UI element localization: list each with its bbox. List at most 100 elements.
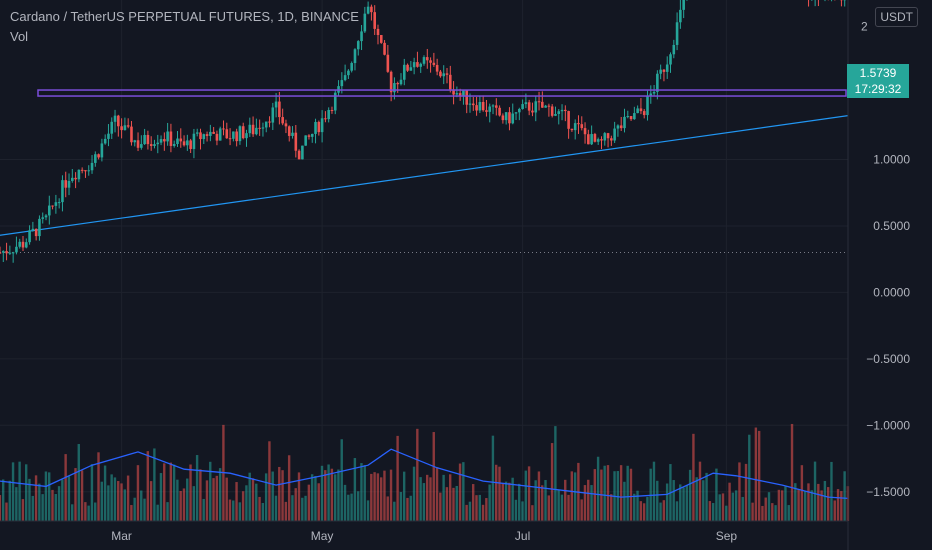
volume-bar bbox=[126, 475, 130, 521]
candle-body bbox=[557, 111, 561, 115]
candle-body bbox=[636, 108, 639, 114]
volume-bar bbox=[383, 470, 386, 521]
volume-bar bbox=[238, 502, 242, 521]
candle-body bbox=[360, 31, 363, 42]
candle-body bbox=[537, 101, 541, 103]
price-tick-label: 1.0000 bbox=[873, 152, 910, 166]
symbol-title[interactable]: Cardano / TetherUS PERPETUAL FUTURES, 1D… bbox=[10, 9, 359, 24]
volume-bar bbox=[715, 468, 718, 521]
candle-body bbox=[176, 138, 179, 144]
candle-body bbox=[531, 110, 534, 113]
candle-body bbox=[48, 205, 51, 216]
candle-body bbox=[481, 101, 485, 111]
candle-body bbox=[97, 154, 100, 158]
volume-bar bbox=[807, 483, 810, 521]
volume-bar bbox=[711, 503, 715, 521]
volume-bar bbox=[524, 470, 527, 521]
volume-bar bbox=[790, 423, 794, 521]
candle-body bbox=[314, 121, 317, 134]
volume-bar bbox=[320, 465, 324, 521]
candle-body bbox=[90, 162, 94, 171]
volume-bar bbox=[143, 498, 146, 521]
volume-bar bbox=[232, 500, 235, 521]
volume-bar bbox=[784, 486, 787, 521]
candle-body bbox=[406, 64, 409, 71]
volume-bar bbox=[590, 485, 593, 521]
time-axis[interactable]: Mar May Jul Sep bbox=[111, 529, 737, 543]
volume-bar bbox=[504, 481, 508, 521]
volume-bar bbox=[679, 484, 682, 521]
volume-bar bbox=[606, 465, 610, 521]
resistance-line[interactable] bbox=[37, 89, 847, 97]
candle-body bbox=[54, 202, 58, 206]
volume-bar bbox=[665, 483, 669, 521]
volume-bar bbox=[445, 487, 449, 521]
volume-bar bbox=[84, 502, 87, 521]
volume-bar bbox=[840, 491, 843, 521]
volume-bar bbox=[718, 494, 721, 521]
volume-bar bbox=[610, 494, 613, 521]
volume-bar bbox=[738, 462, 741, 521]
volume-bar bbox=[310, 474, 314, 521]
candle-body bbox=[547, 105, 551, 107]
candle-body bbox=[238, 126, 242, 142]
time-tick-label: Mar bbox=[111, 529, 132, 543]
candle-body bbox=[304, 135, 307, 146]
volume-bar bbox=[425, 474, 429, 521]
candle-body bbox=[182, 141, 186, 146]
candle-body bbox=[202, 134, 206, 140]
volume-bar bbox=[225, 477, 228, 521]
candle-body bbox=[166, 131, 169, 142]
candle-body bbox=[61, 180, 64, 203]
volume-bar bbox=[550, 443, 554, 521]
candle-body bbox=[396, 83, 400, 85]
volume-bar bbox=[304, 495, 307, 521]
candle-body bbox=[554, 114, 557, 116]
candle-body bbox=[324, 118, 327, 120]
volume-bar bbox=[94, 502, 97, 521]
volume-bar bbox=[527, 466, 531, 521]
volume-bar bbox=[228, 499, 232, 521]
volume-bar bbox=[472, 484, 475, 521]
trendline[interactable] bbox=[0, 115, 849, 236]
candle-body bbox=[534, 101, 538, 113]
candle-body bbox=[18, 241, 22, 247]
volume-bar bbox=[268, 441, 271, 521]
volume-bar bbox=[823, 480, 827, 521]
candle-body bbox=[606, 133, 610, 139]
candle-body bbox=[610, 138, 613, 141]
volume-bar bbox=[817, 483, 820, 521]
volume-bar bbox=[656, 480, 659, 521]
candle-body bbox=[274, 101, 278, 108]
volume-bars bbox=[0, 423, 850, 521]
volume-bar bbox=[327, 464, 330, 521]
volume-bar bbox=[682, 487, 685, 521]
candle-body bbox=[291, 132, 294, 136]
volume-bar bbox=[767, 492, 771, 521]
volume-bar bbox=[560, 494, 564, 521]
volume-bar bbox=[54, 493, 57, 521]
volume-bar bbox=[771, 503, 774, 521]
volume-bar bbox=[547, 495, 550, 521]
volume-bar bbox=[110, 474, 113, 521]
volume-bar bbox=[287, 455, 291, 521]
candle-body bbox=[80, 169, 84, 171]
volume-bar bbox=[159, 473, 163, 521]
candle-body bbox=[41, 217, 45, 219]
volume-bar bbox=[393, 501, 396, 521]
candle-body bbox=[241, 126, 245, 139]
volume-bar bbox=[113, 477, 117, 521]
volume-bar bbox=[153, 448, 156, 521]
volume-bar bbox=[8, 480, 11, 521]
volume-bar bbox=[462, 462, 465, 521]
volume-bar bbox=[90, 464, 94, 521]
candle-body bbox=[445, 73, 449, 75]
volume-indicator-label[interactable]: Vol bbox=[10, 29, 29, 44]
candle-body bbox=[393, 83, 396, 93]
price-axis[interactable]: 1.0000 0.5000 0.0000 −0.5000 −1.0000 −1.5000 2 bbox=[861, 20, 910, 499]
candle-body bbox=[356, 41, 360, 50]
currency-label[interactable]: USDT bbox=[875, 7, 918, 27]
volume-bar bbox=[48, 472, 51, 521]
volume-bar bbox=[573, 472, 577, 521]
